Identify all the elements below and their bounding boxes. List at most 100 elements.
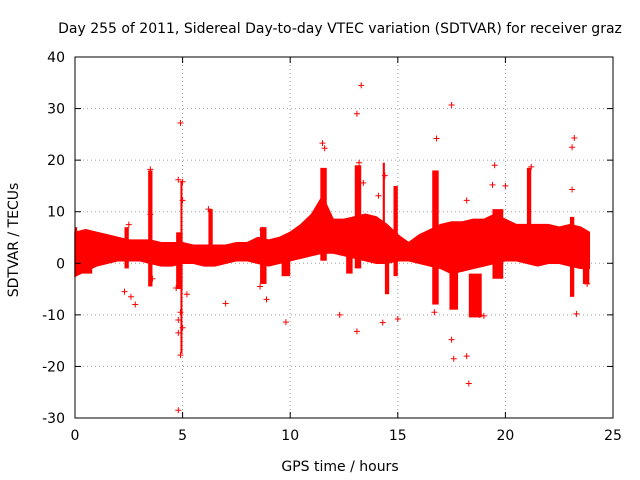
data-point [175, 407, 182, 414]
data-point [132, 301, 139, 308]
x-tick-label: 15 [389, 428, 407, 444]
data-point [175, 176, 182, 183]
data-point [448, 101, 455, 108]
data-layer [74, 82, 591, 414]
data-point [465, 380, 472, 387]
data-streak [281, 252, 291, 277]
data-streak [148, 170, 153, 287]
data-point [175, 317, 182, 324]
data-point [173, 285, 180, 292]
data-point [177, 309, 184, 316]
data-point [358, 82, 365, 89]
data-point [433, 135, 440, 142]
data-point [282, 319, 289, 326]
data-streak [176, 232, 183, 290]
data-point [222, 300, 229, 307]
data-streak [75, 227, 78, 277]
data-point [375, 192, 382, 199]
y-axis-label: SDTVAR / TECUs [6, 183, 22, 298]
y-tick-label: 30 [47, 102, 65, 118]
data-streak [124, 227, 129, 269]
x-tick-label: 10 [281, 428, 299, 444]
y-tick-label: 10 [47, 205, 65, 221]
data-point [205, 206, 212, 213]
data-point [175, 329, 182, 336]
y-tick-label: -20 [42, 359, 65, 375]
data-streak [260, 227, 267, 284]
data-point [394, 315, 401, 322]
data-point [257, 283, 264, 290]
x-tick-label: 5 [178, 428, 187, 444]
data-streak [346, 232, 353, 274]
data-streak [468, 273, 482, 318]
data-point [353, 328, 360, 335]
data-point [489, 181, 496, 188]
data-point [179, 178, 186, 185]
data-point [147, 166, 154, 173]
data-point [125, 221, 132, 228]
data-point [183, 291, 190, 298]
data-streak [569, 216, 575, 297]
data-point [491, 162, 498, 169]
data-point [528, 163, 535, 170]
y-tick-label: -30 [42, 411, 65, 427]
data-streak [81, 255, 93, 274]
data-point [149, 275, 156, 282]
data-point [263, 296, 270, 303]
data-point [360, 179, 367, 186]
y-tick-label: 40 [47, 50, 65, 66]
data-point [336, 311, 343, 318]
data-streak [492, 209, 504, 279]
plot-frame [74, 56, 614, 419]
y-tick-label: -10 [42, 308, 65, 324]
data-streak [180, 180, 183, 354]
data-point [573, 310, 580, 317]
data-point [584, 280, 591, 287]
x-tick-label: 25 [604, 428, 622, 444]
data-point [450, 355, 457, 362]
data-point [177, 352, 184, 359]
data-point [179, 197, 186, 204]
x-tick-label: 20 [496, 428, 514, 444]
data-streak [354, 165, 362, 269]
x-tick-label: 0 [71, 428, 80, 444]
data-point [463, 197, 470, 204]
data-streak [384, 232, 390, 295]
data-streak [449, 242, 459, 310]
data-point [571, 134, 578, 141]
data-point [259, 226, 266, 233]
data-point [480, 312, 487, 319]
data-point [448, 336, 455, 343]
data-point [431, 309, 438, 316]
grid [75, 57, 613, 418]
data-streak [582, 237, 590, 284]
data-streak [208, 209, 213, 264]
data-point [463, 353, 470, 360]
data-point [177, 120, 184, 127]
data-point [569, 186, 576, 193]
y-tick-label: 0 [56, 256, 65, 272]
data-streak [393, 185, 398, 277]
data-point [147, 211, 154, 218]
x-axis-label: GPS time / hours [281, 459, 398, 475]
data-streak [382, 162, 385, 248]
data-point [121, 288, 128, 295]
data-point [569, 144, 576, 151]
data-point [379, 319, 386, 326]
data-point [502, 182, 509, 189]
data-streak [432, 170, 439, 305]
y-tick-label: 20 [47, 153, 65, 169]
axis-ticks: 0 5 10 15 20 25 -30 -20 -10 0 10 20 30 40 [42, 50, 622, 444]
data-point [353, 110, 360, 117]
data-point [179, 324, 186, 331]
data-point [127, 293, 134, 300]
data-point [321, 145, 328, 152]
data-streak [526, 167, 532, 238]
data-point [319, 140, 326, 147]
data-streak [320, 167, 327, 261]
data-point [356, 159, 363, 166]
data-point [476, 311, 483, 318]
chart-title: Day 255 of 2011, Sidereal Day-to-day VTE… [58, 21, 622, 37]
data-point [381, 172, 388, 179]
